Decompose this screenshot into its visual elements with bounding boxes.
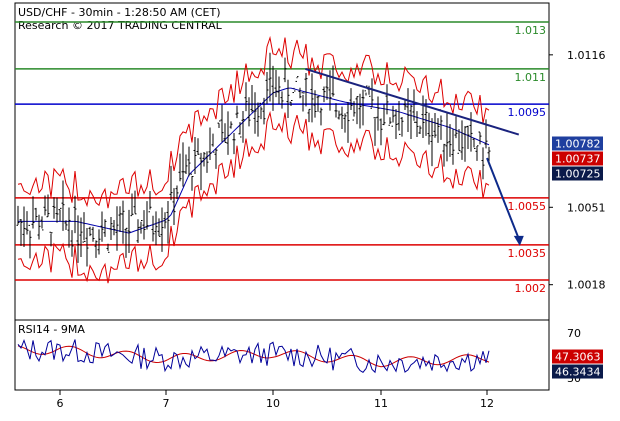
level-label: 1.0055 [508, 200, 547, 213]
candlesticks [16, 52, 491, 267]
x-tick-label: 10 [266, 397, 280, 410]
indicator-overlays [17, 35, 490, 284]
level-label: 1.002 [515, 282, 547, 295]
rsi-panel-title: RSI14 - 9MA [18, 323, 85, 336]
current-price-box [552, 166, 603, 181]
current-price-label: 1.00725 [555, 167, 601, 180]
x-tick-label: 7 [163, 397, 170, 410]
resistance-trendline [305, 67, 520, 136]
current-price-label: 1.00782 [555, 137, 601, 150]
moving-average [18, 87, 490, 234]
level-label: 1.0035 [508, 247, 547, 260]
rsi-tick-label: 70 [567, 327, 581, 340]
main-chart-frame [14, 2, 550, 321]
x-tick-label: 11 [374, 397, 388, 410]
chart-subtitle: Research © 2017 TRADING CENTRAL [18, 19, 223, 32]
y-axis-ticks: 1.0116 1.0051 1.0018 [549, 49, 606, 292]
rsi-ma-value-box [552, 349, 603, 364]
current-price-box [552, 151, 603, 166]
price-levels: 1.013 1.011 1.0095 1.0055 1.0035 1.002 [15, 21, 549, 295]
bollinger-lower [17, 110, 490, 284]
rsi-value: 46.3434 [555, 366, 601, 379]
x-axis: 6 7 10 11 12 [57, 390, 494, 410]
rsi-value-box [552, 364, 603, 379]
forecast-arrow-head [513, 235, 524, 246]
current-price-label: 1.00737 [555, 152, 601, 165]
rsi-line [17, 338, 490, 374]
y-tick-label: 1.0051 [567, 201, 606, 214]
bollinger-upper [17, 35, 490, 209]
y-tick-label: 1.0116 [567, 49, 606, 62]
y-tick-label: 1.0018 [567, 279, 606, 292]
annotations [305, 67, 524, 246]
x-tick-label: 12 [480, 397, 494, 410]
level-label: 1.011 [515, 71, 547, 84]
x-tick-label: 6 [57, 397, 64, 410]
current-price-boxes: 1.00782 1.00737 1.00725 [552, 136, 603, 181]
chart-title: USD/CHF - 30min - 1:28:50 AM (CET) [18, 6, 221, 19]
level-label: 1.013 [515, 24, 547, 37]
forecast-arrow-shaft [486, 157, 520, 240]
level-label: 1.0095 [508, 106, 547, 119]
rsi-panel-frame [14, 319, 550, 391]
current-price-box [552, 136, 603, 151]
rsi-ma-value: 47.3063 [555, 351, 601, 364]
